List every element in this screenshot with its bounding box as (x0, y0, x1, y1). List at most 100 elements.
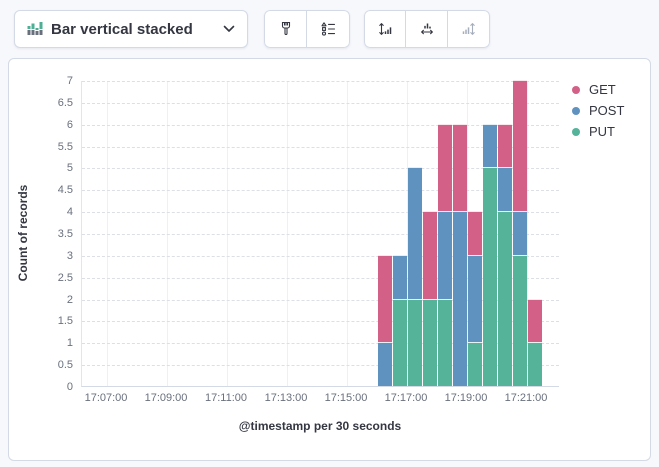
y-tick-label: 4 (66, 206, 73, 219)
chart-type-label: Bar vertical stacked (51, 20, 193, 38)
bar-segment-get[interactable] (528, 298, 542, 343)
vertical-gridline (407, 81, 408, 386)
vertical-gridline (347, 81, 348, 386)
horizontal-gridline (82, 146, 559, 148)
bar-segment-post[interactable] (438, 211, 452, 299)
legend-item-get[interactable]: GET (572, 79, 624, 100)
bar-segment-get[interactable] (438, 123, 452, 212)
y-tick-label: 2 (66, 293, 73, 306)
bar-segment-put[interactable] (408, 298, 422, 386)
horizontal-gridline (82, 190, 559, 192)
vertical-gridline (167, 81, 168, 386)
vertical-gridline (467, 81, 468, 386)
legend-dot-icon (572, 85, 580, 94)
legend-item-post[interactable]: POST (572, 100, 624, 121)
horizontal-gridline (82, 321, 559, 323)
y-tick-label: 4.5 (57, 184, 73, 197)
x-tick-label: 17:11:00 (204, 392, 248, 404)
horizontal-gridline (82, 299, 559, 301)
horizontal-gridline (82, 168, 559, 170)
horizontal-gridline (82, 234, 559, 235)
axis-settings-group (364, 10, 490, 48)
x-tick-label: 17:13:00 (264, 392, 308, 404)
x-axis-title: @timestamp per 30 seconds (238, 419, 402, 433)
bar-segment-put[interactable] (498, 211, 512, 386)
bottom-axis-button[interactable] (406, 10, 448, 48)
y-tick-label: 5.5 (57, 140, 73, 153)
bar-segment-post[interactable] (378, 342, 392, 386)
vertical-gridline (287, 81, 288, 386)
y-tick-label: 7 (66, 75, 73, 87)
chart-type-dropdown[interactable]: Bar vertical stacked (14, 10, 248, 48)
bar-segment-get[interactable] (468, 211, 482, 255)
bar-segment-put[interactable] (423, 298, 437, 386)
horizontal-gridline (82, 124, 559, 126)
horizontal-gridline (82, 365, 559, 367)
chevron-down-icon (223, 25, 235, 33)
horizontal-gridline (82, 343, 559, 345)
y-tick-label: 5 (66, 162, 73, 175)
bar-segment-get[interactable] (423, 211, 437, 299)
x-tick-label: 17:09:00 (144, 392, 188, 404)
y-tick-label: 6.5 (57, 96, 73, 109)
horizontal-gridline (82, 212, 559, 214)
bar-segment-put[interactable] (468, 342, 482, 386)
plot-area[interactable] (81, 80, 559, 387)
y-tick-label: 1.5 (57, 315, 73, 328)
legend-item-put[interactable]: PUT (572, 121, 624, 142)
horizontal-gridline (82, 255, 559, 257)
bar-segment-post[interactable] (453, 211, 467, 386)
settings-list-icon (320, 21, 336, 37)
horizontal-gridline (82, 277, 559, 279)
bar-segment-get[interactable] (453, 123, 467, 212)
right-axis-icon (461, 21, 477, 37)
x-tick-label: 17:15:00 (324, 392, 368, 404)
vertical-gridline (227, 81, 228, 386)
horizontal-gridline (82, 81, 559, 82)
bar-vertical-stacked-icon (27, 21, 43, 37)
chart-toolbar: Bar vertical stacked (0, 0, 659, 58)
bar-segment-post[interactable] (513, 211, 527, 255)
bar-segment-put[interactable] (513, 254, 527, 386)
bar-segment-get[interactable] (498, 123, 512, 168)
left-axis-button[interactable] (364, 10, 406, 48)
horizontal-gridline (82, 102, 559, 104)
bar-segment-put[interactable] (438, 298, 452, 386)
bar-segment-put[interactable] (528, 342, 542, 386)
bar-segment-get[interactable] (513, 80, 527, 212)
vertical-gridline (527, 81, 528, 386)
bar-segment-post[interactable] (393, 254, 407, 299)
x-tick-label: 17:21:00 (504, 392, 548, 404)
x-tick-label: 17:19:00 (444, 392, 488, 404)
bar-segment-put[interactable] (393, 298, 407, 386)
y-tick-label: 6 (66, 118, 73, 131)
bar-segment-post[interactable] (498, 167, 512, 212)
paint-brush-icon (278, 21, 294, 37)
visual-options-group (264, 10, 350, 48)
y-tick-label: 0 (66, 381, 73, 393)
chart-settings-button[interactable] (307, 10, 350, 48)
bar-segment-post[interactable] (483, 123, 497, 168)
visual-options-button[interactable] (264, 10, 307, 48)
x-tick-label: 17:17:00 (384, 392, 428, 404)
vertical-gridline (107, 81, 108, 386)
chart-legend: GET POST PUT (572, 79, 624, 142)
x-tick-label: 17:07:00 (84, 392, 128, 404)
bar-segment-post[interactable] (408, 167, 422, 299)
right-axis-button (448, 10, 490, 48)
y-tick-label: 1 (66, 337, 73, 350)
legend-dot-icon (572, 106, 580, 115)
legend-label: PUT (589, 124, 615, 139)
y-tick-label: 3 (66, 249, 73, 262)
bar-segment-put[interactable] (483, 167, 497, 386)
y-tick-label: 0.5 (57, 359, 73, 372)
bar-segment-get[interactable] (378, 254, 392, 343)
bottom-axis-icon (419, 21, 435, 37)
legend-dot-icon (572, 127, 580, 136)
legend-label: POST (589, 103, 625, 118)
chart-panel: Count of records 0 0.5 1 1.5 2 2.5 3 3.5 4 4.5 5 5.… (8, 58, 651, 461)
y-tick-label: 2.5 (57, 271, 73, 284)
bar-segment-post[interactable] (468, 254, 482, 343)
legend-label: GET (589, 82, 616, 97)
